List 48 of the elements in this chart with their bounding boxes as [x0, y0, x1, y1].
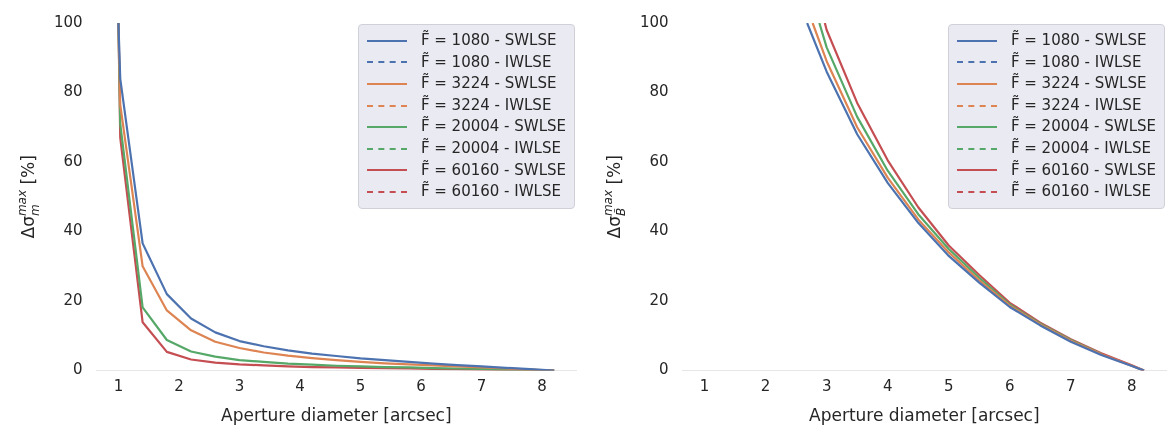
- y-tick-label: 100: [53, 12, 83, 31]
- legend-label: F̃ = 3224 - SWLSE: [1010, 73, 1147, 95]
- legend-label: F̃ = 60160 - SWLSE: [1010, 159, 1156, 181]
- x-axis-title: Aperture diameter [arcsec]: [221, 405, 452, 426]
- x-tick-label: 8: [1127, 377, 1137, 396]
- y-tick-label: 60: [63, 151, 83, 170]
- legend-label: F̃ = 20004 - IWLSE: [420, 137, 561, 159]
- legend-label: F̃ = 20004 - SWLSE: [1010, 116, 1156, 138]
- x-tick-label: 5: [943, 377, 954, 396]
- y-tick-label: 0: [659, 360, 669, 379]
- x-tick-label: 3: [234, 377, 245, 396]
- y-axis-title: ΔσB̃max [%]: [601, 155, 629, 239]
- y-tick-label: 100: [639, 12, 669, 31]
- y-tick-label: 0: [73, 360, 83, 379]
- x-tick-label: 6: [416, 377, 426, 396]
- legend-label: F̃ = 60160 - IWLSE: [420, 181, 561, 203]
- legend-label: F̃ = 20004 - SWLSE: [420, 116, 566, 138]
- x-tick-label: 8: [537, 377, 547, 396]
- y-axis-title: Δσmmax [%]: [15, 155, 43, 239]
- x-tick-label: 4: [295, 377, 305, 396]
- y-tick-label: 40: [649, 221, 669, 240]
- legend-label: F̃ = 3224 - SWLSE: [420, 73, 557, 95]
- legend-label: F̃ = 1080 - IWLSE: [420, 51, 552, 73]
- y-tick-label: 20: [63, 290, 83, 309]
- x-tick-label: 6: [1004, 377, 1015, 396]
- y-tick-label: 20: [649, 290, 669, 309]
- x-tick-label: 2: [174, 377, 184, 396]
- x-tick-label: 3: [821, 377, 832, 396]
- legend-label: F̃ = 3224 - IWLSE: [1010, 94, 1142, 116]
- x-tick-label: 7: [1066, 377, 1076, 396]
- y-tick-label: 80: [649, 82, 669, 101]
- x-axis-title: Aperture diameter [arcsec]: [809, 405, 1040, 426]
- x-tick-label: 7: [476, 377, 487, 396]
- x-tick-label: 1: [113, 377, 124, 396]
- x-tick-label: 2: [760, 377, 771, 396]
- y-tick-label: 60: [649, 151, 669, 170]
- legend-label: F̃ = 60160 - SWLSE: [420, 159, 566, 181]
- legend-label: F̃ = 1080 - SWLSE: [1010, 30, 1147, 51]
- legend-label: F̃ = 1080 - IWLSE: [1010, 51, 1142, 73]
- legend-label: F̃ = 60160 - IWLSE: [1010, 181, 1151, 203]
- y-tick-label: 80: [63, 82, 83, 101]
- legend-label: F̃ = 3224 - IWLSE: [420, 94, 552, 116]
- legend-label: F̃ = 1080 - SWLSE: [420, 30, 557, 51]
- y-tick-label: 40: [63, 221, 83, 240]
- x-tick-label: 5: [355, 377, 366, 396]
- legend-label: F̃ = 20004 - IWLSE: [1010, 137, 1151, 159]
- x-tick-label: 4: [882, 377, 893, 396]
- x-tick-label: 1: [699, 377, 710, 396]
